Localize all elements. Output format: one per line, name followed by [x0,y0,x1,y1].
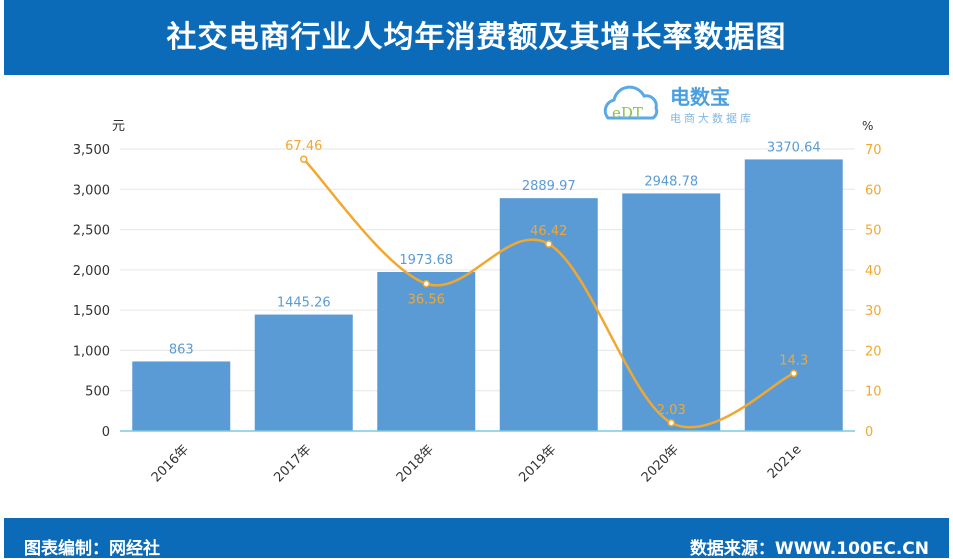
x-tick-label: 2017年 [271,442,314,485]
y-left-unit: 元 [112,119,125,134]
bar [744,159,843,431]
y-left-tick: 2,000 [73,264,110,279]
bar-label: 863 [169,342,194,357]
y-left-tick: 0 [102,425,110,440]
y-left-tick: 500 [85,385,110,400]
chart-title: 社交电商行业人均年消费额及其增长率数据图 [4,0,949,75]
y-right-tick: 10 [865,385,882,400]
bar [254,314,353,431]
bar [377,271,476,431]
bar [622,193,721,431]
footer: 图表编制：网经社 数据来源：WWW.100EC.CN [4,518,949,559]
line-label: 14.3 [779,353,808,368]
line-label: 46.42 [530,224,567,239]
x-tick-label: 2021e [765,442,805,482]
bar-label: 2948.78 [644,174,698,189]
x-tick-label: 2019年 [516,442,559,485]
x-tick-label: 2020年 [639,442,682,485]
bar-label: 1973.68 [399,253,453,268]
line-label: 36.56 [408,293,445,308]
line-point [300,155,308,163]
y-left-tick: 3,000 [73,183,110,198]
line-point [545,240,553,248]
footer-source: 数据来源：WWW.100EC.CN [689,539,929,559]
y-right-tick: 0 [865,425,873,440]
y-right-tick: 30 [865,304,882,319]
y-right-tick: 50 [865,224,882,239]
y-left-tick: 1,000 [73,344,110,359]
line-point [667,419,675,427]
bar-label: 2889.97 [522,179,576,194]
y-right-tick: 60 [865,183,882,198]
line-point [790,369,798,378]
x-tick-label: 2016年 [149,442,192,485]
chart: 0 500 1,000 1,500 2,000 2,500 3,000 3,500 0 10 20 3… [73,119,882,485]
y-right-tick: 70 [865,143,882,158]
logo-mark: eDT [612,104,643,122]
line-point [422,279,430,288]
logo-graphic: eDT 电数宝 电商大数据库 [603,85,754,125]
logo: eDT 电数宝 电商大数据库 [600,78,810,128]
logo-subtitle: 电商大数据库 [670,111,754,125]
bar-label: 1445.26 [277,296,331,311]
line-label: 2.03 [657,403,686,418]
y-left-tick: 2,500 [73,224,110,239]
x-tick-label: 2018年 [394,442,437,485]
logo-name: 电数宝 [670,85,730,109]
footer-credit: 图表编制：网经社 [24,539,160,559]
y-left-tick: 3,500 [73,143,110,158]
y-right-tick: 40 [865,264,882,279]
bar [499,198,598,431]
bar-label: 3370.64 [767,140,821,155]
y-right-tick: 20 [865,344,882,359]
y-left-tick: 1,500 [73,304,110,319]
y-right-unit: % [862,119,873,133]
bar [132,361,231,431]
cloud-icon [603,85,659,120]
line-label: 67.46 [285,139,322,154]
